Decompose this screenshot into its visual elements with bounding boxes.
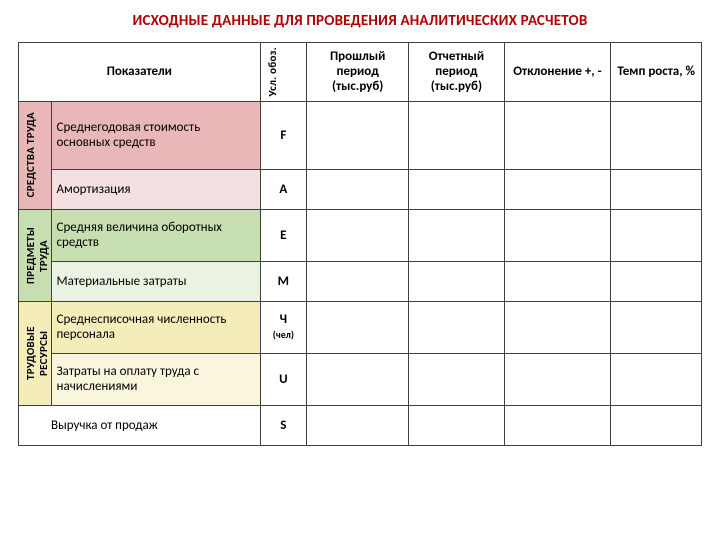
value-cell: [611, 261, 702, 301]
value-cell: [307, 353, 409, 405]
value-cell: [611, 405, 702, 445]
table-row: Выручка от продаж S: [19, 405, 702, 445]
indicator-cell: Среднесписочная численность персонала: [51, 301, 260, 353]
header-row: Показатели Усл. обоз. Прошлый период (ты…: [19, 43, 702, 102]
value-cell: [504, 301, 611, 353]
value-cell: [307, 261, 409, 301]
value-cell: [409, 209, 504, 261]
value-cell: [307, 405, 409, 445]
symbol-cell: A: [260, 169, 306, 209]
group-label-cell: ПРЕДМЕТЫ ТРУДА: [19, 209, 52, 301]
header-prev-period: Прошлый период (тыс.руб): [307, 43, 409, 102]
table-row: Амортизация A: [19, 169, 702, 209]
value-cell: [611, 353, 702, 405]
indicator-cell: Амортизация: [51, 169, 260, 209]
header-symbol: Усл. обоз.: [260, 43, 306, 102]
header-curr-period: Отчетный период (тыс.руб): [409, 43, 504, 102]
value-cell: [611, 101, 702, 169]
group-label-cell: ТРУДОВЫЕ РЕСУРСЫ: [19, 301, 52, 405]
symbol-cell: U: [260, 353, 306, 405]
value-cell: [409, 169, 504, 209]
symbol-cell: E: [260, 209, 306, 261]
table-row: Затраты на оплату труда с начислениями U: [19, 353, 702, 405]
value-cell: [504, 101, 611, 169]
value-cell: [504, 353, 611, 405]
value-cell: [409, 301, 504, 353]
table-row: ПРЕДМЕТЫ ТРУДА Средняя величина оборотны…: [19, 209, 702, 261]
value-cell: [504, 169, 611, 209]
value-cell: [611, 209, 702, 261]
header-growth-rate: Темп роста, %: [611, 43, 702, 102]
value-cell: [504, 261, 611, 301]
value-cell: [307, 101, 409, 169]
table-row: Материальные затраты M: [19, 261, 702, 301]
slide-title: ИСХОДНЫЕ ДАННЫЕ ДЛЯ ПРОВЕДЕНИЯ АНАЛИТИЧЕ…: [18, 12, 702, 30]
indicator-cell: Среднегодовая стоимость основных средств: [51, 101, 260, 169]
value-cell: [611, 169, 702, 209]
symbol-cell: S: [260, 405, 306, 445]
value-cell: [409, 353, 504, 405]
value-cell: [504, 209, 611, 261]
data-table: Показатели Усл. обоз. Прошлый период (ты…: [18, 42, 702, 446]
symbol-cell: F: [260, 101, 306, 169]
indicator-cell: Выручка от продаж: [19, 405, 261, 445]
value-cell: [307, 301, 409, 353]
header-deviation: Отклонение +, -: [504, 43, 611, 102]
group-label-cell: СРЕДСТВА ТРУДА: [19, 101, 52, 209]
symbol-cell: Ч (чел): [260, 301, 306, 353]
slide: ИСХОДНЫЕ ДАННЫЕ ДЛЯ ПРОВЕДЕНИЯ АНАЛИТИЧЕ…: [0, 0, 720, 540]
indicator-cell: Затраты на оплату труда с начислениями: [51, 353, 260, 405]
header-indicators: Показатели: [19, 43, 261, 102]
value-cell: [307, 169, 409, 209]
indicator-cell: Средняя величина оборотных средств: [51, 209, 260, 261]
table-row: ТРУДОВЫЕ РЕСУРСЫ Среднесписочная численн…: [19, 301, 702, 353]
value-cell: [409, 405, 504, 445]
value-cell: [504, 405, 611, 445]
value-cell: [611, 301, 702, 353]
table-row: СРЕДСТВА ТРУДА Среднегодовая стоимость о…: [19, 101, 702, 169]
symbol-cell: M: [260, 261, 306, 301]
indicator-cell: Материальные затраты: [51, 261, 260, 301]
value-cell: [409, 261, 504, 301]
value-cell: [409, 101, 504, 169]
value-cell: [307, 209, 409, 261]
